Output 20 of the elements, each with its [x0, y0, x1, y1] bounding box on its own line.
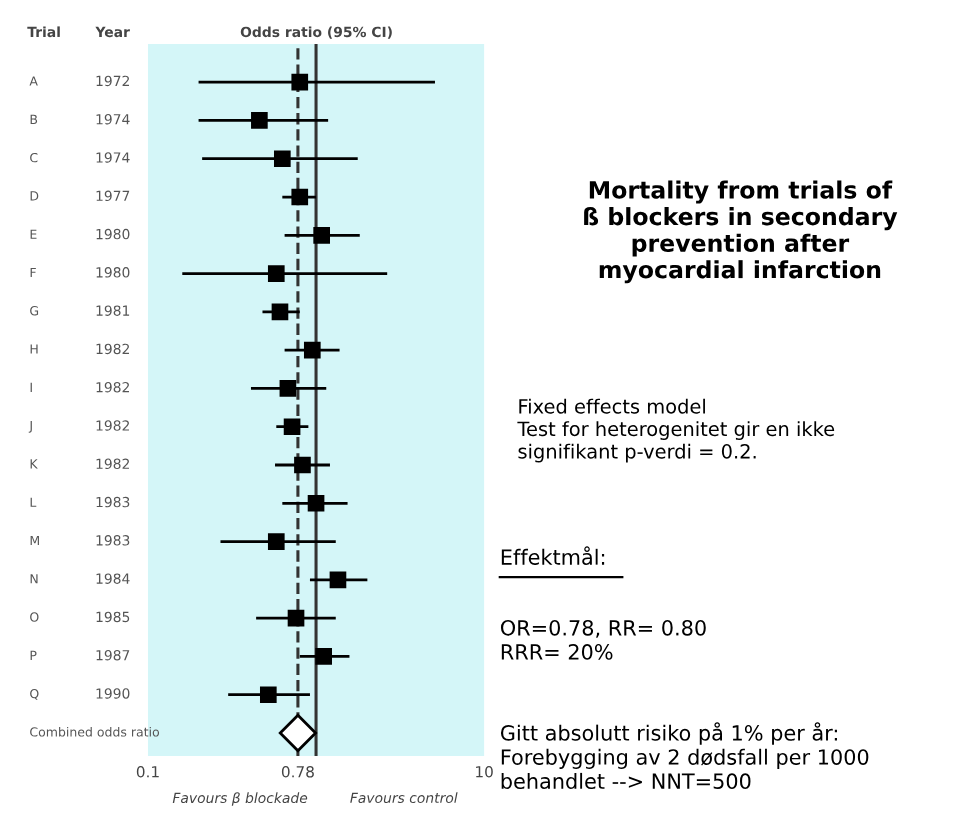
point — [303, 341, 321, 359]
text: OR=0.78, RR= 0.80 RRR= 20% — [500, 619, 706, 660]
point — [267, 533, 285, 550]
point — [315, 648, 332, 665]
point — [307, 494, 325, 512]
point — [271, 303, 289, 321]
point — [267, 265, 285, 282]
text: Effektmål: — [501, 546, 605, 565]
point — [283, 418, 301, 436]
point — [287, 609, 305, 627]
point — [273, 150, 291, 168]
point — [291, 188, 309, 206]
point — [279, 380, 297, 397]
text: Gitt absolutt risiko på 1% per år: Forebygging av 2 dødsfall per 1000 behandlet --> NNT=500 — [500, 722, 869, 790]
point — [294, 456, 311, 474]
point — [313, 226, 330, 244]
text: Mortality from trials of ß blockers in secondary prevention after myocardial infarction — [584, 180, 898, 284]
point — [291, 73, 309, 91]
point — [278, 713, 317, 753]
text: Fixed effects model Test for heterogenitet gir en ikke signifikant p-verdi = 0.2. — [517, 398, 835, 463]
